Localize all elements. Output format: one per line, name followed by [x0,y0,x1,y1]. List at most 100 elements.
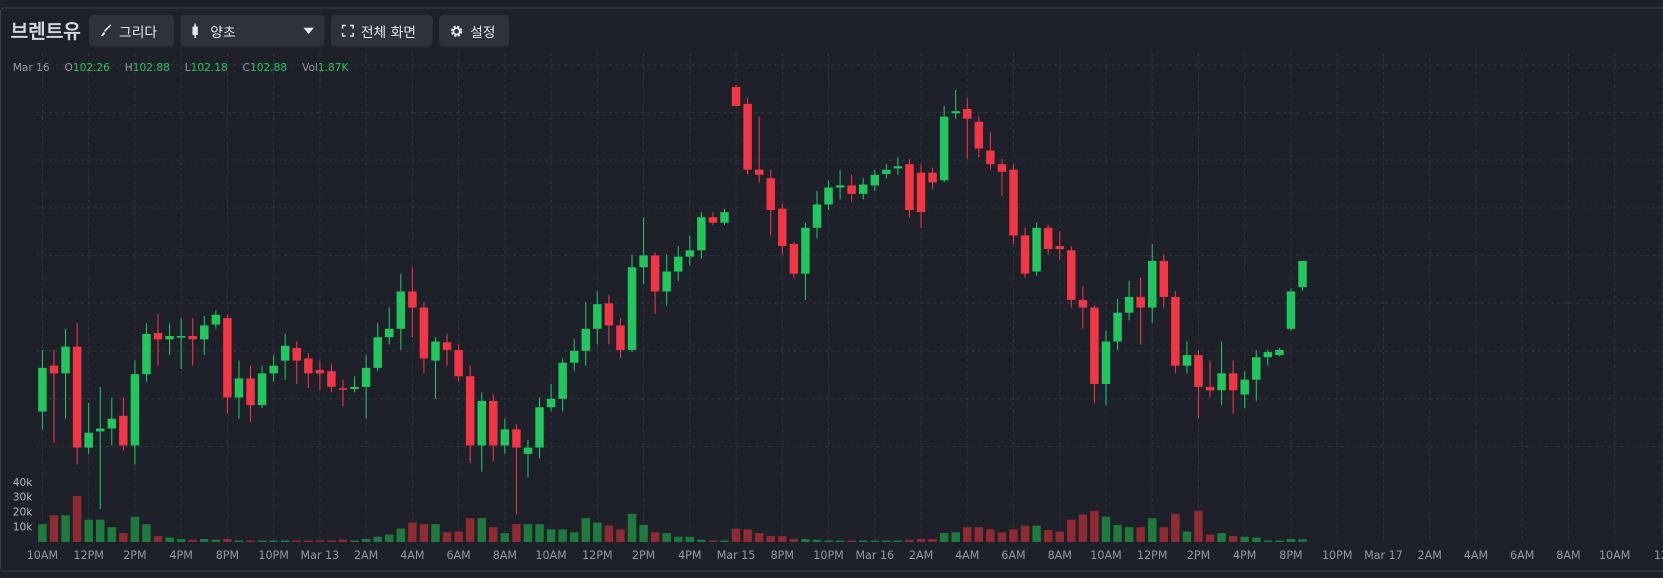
volume-bar [477,518,486,542]
x-tick-label: 12PM [582,549,612,562]
volume-tick-label: 20k [13,506,33,518]
volume-bar [1205,534,1215,542]
x-tick-label: Mar 15 [717,549,756,562]
candle-body [778,208,787,247]
x-tick-label: 8AM [493,549,517,562]
volume-bar [963,527,972,542]
volume-bar [697,539,706,542]
volume-bar [1043,530,1053,542]
volume-bar [604,525,614,542]
candle-body [593,304,602,329]
candle-body [419,307,429,359]
fullscreen-button[interactable]: 전체 화면 [331,14,433,47]
volume-bar [1055,531,1064,542]
volume-bar [1171,513,1180,542]
candle-body [1298,260,1307,288]
x-tick-label: 4AM [955,549,979,562]
volume-bar [801,538,810,542]
x-tick-label: 10AM [1090,549,1121,562]
volume-bar [223,538,232,542]
volume-bar [165,537,174,542]
volume-bar [269,540,278,542]
x-tick-label: 8AM [1048,549,1072,562]
x-tick-label: 4PM [678,549,701,562]
x-tick-label: 2AM [354,549,378,562]
volume-bar [1113,524,1122,542]
candle-body [500,429,510,446]
x-tick-label: Mar 17 [1364,549,1403,562]
candle-body [234,378,244,398]
candle-body [119,415,128,446]
candle-body [1147,260,1157,308]
volume-bar [627,513,637,542]
candle-body [107,418,117,429]
candle-body [408,291,417,308]
candle-body [84,432,93,448]
volume-bar [1217,533,1226,542]
candle-body [870,174,880,186]
volume-bar [1263,540,1273,542]
volume-bar [1286,538,1296,542]
candle-body [1159,260,1169,297]
settings-button[interactable]: 설정 [439,14,510,47]
brush-icon [101,24,112,37]
volume-bar [743,529,752,542]
volume-bar [327,540,336,542]
candle-body [523,447,533,454]
candle-body [697,217,706,251]
volume-bar [338,539,348,542]
volume-bar [489,527,498,542]
candle-body [153,333,163,340]
volume-bar [1182,531,1192,542]
volume-bar [546,529,556,542]
volume-bar [535,524,544,542]
fullscreen-label: 전체 화면 [360,24,417,41]
volume-bar [246,540,255,542]
candle-body [801,227,810,274]
candle-body [847,185,856,194]
candle-body [361,367,371,387]
volume-bar [408,522,417,542]
volume-bar [893,540,903,542]
volume-bar [1067,519,1076,542]
volume-bar [754,533,764,542]
candle-body [1020,235,1030,274]
candle-body [604,303,614,326]
volume-bar [1228,536,1238,542]
candle-body [650,255,660,292]
volume-bar [1124,527,1134,542]
candle-body [257,373,267,406]
volume-bar [280,540,290,542]
draw-button[interactable]: 그리다 [89,14,175,47]
candle-body [743,103,752,170]
candle-body [350,386,359,390]
volume-bar [1032,525,1041,542]
x-tick-label: 6AM [1510,549,1534,562]
volume-bar [61,515,70,542]
chart-style-dropdown[interactable]: 양초 [180,14,325,47]
volume-bar [1090,510,1099,542]
draw-label: 그리다 [119,24,158,41]
volume-bar [1298,539,1307,542]
candle-body [280,345,290,361]
x-tick-label: 8AM [1556,549,1580,562]
candle-body [569,350,579,363]
candle-body [639,255,648,268]
chart-style-label: 양초 [210,24,236,41]
candle-body [512,429,521,448]
volume-bar [1147,518,1157,542]
volume-bar [1275,540,1284,542]
volume-bar [454,531,463,542]
candle-body [835,185,845,188]
x-tick-label: 12PM [73,549,103,562]
candle-body [1124,296,1134,313]
volume-bar [928,538,937,542]
x-tick-label: 2PM [1187,549,1210,562]
volume-bar [292,540,301,542]
volume-bar [870,540,880,542]
volume-bar [558,529,567,542]
volume-bar [916,538,926,542]
legend-value: 102.18 [190,62,228,75]
volume-bar [350,540,359,542]
